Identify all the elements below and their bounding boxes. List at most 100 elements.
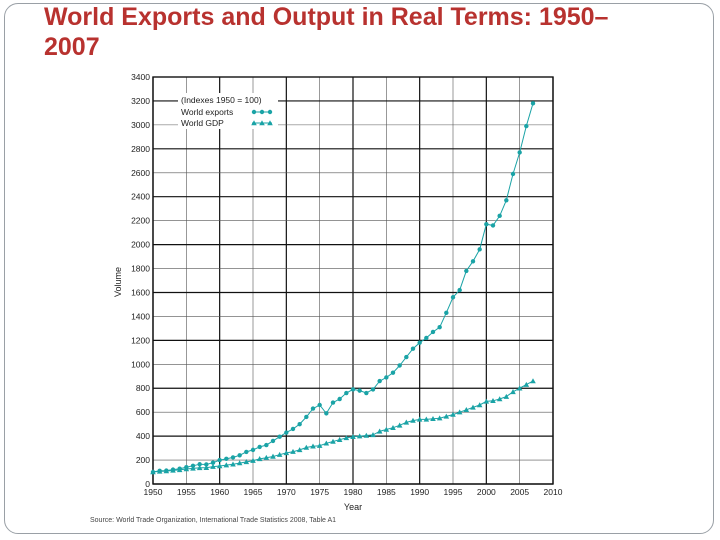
data-point-exports <box>350 387 356 392</box>
data-point-gdp <box>423 416 430 422</box>
data-point-gdp <box>330 438 336 444</box>
chart-grid <box>152 76 554 485</box>
data-point-gdp <box>483 398 490 404</box>
x-tick-label: 1950 <box>144 487 163 497</box>
data-point-exports <box>470 259 476 264</box>
data-point-gdp <box>376 428 383 434</box>
x-axis-label: Year <box>344 502 362 512</box>
data-point-exports <box>284 430 289 435</box>
y-tick-label: 1400 <box>131 311 150 321</box>
data-point-exports <box>484 222 489 227</box>
data-point-gdp <box>250 457 256 463</box>
legend-symbol-gdp <box>251 120 273 126</box>
data-point-exports <box>250 447 256 453</box>
data-point-exports <box>370 387 376 392</box>
data-point-exports <box>510 171 516 177</box>
data-point-exports <box>477 247 482 252</box>
x-tick-label: 1970 <box>277 487 296 497</box>
data-point-exports <box>490 223 496 228</box>
data-point-exports <box>257 444 262 450</box>
x-tick-label: 1995 <box>444 487 463 497</box>
data-point-gdp <box>270 453 276 459</box>
data-point-exports <box>410 346 416 351</box>
data-point-gdp <box>296 447 303 453</box>
data-point-exports <box>237 453 242 458</box>
data-point-exports <box>337 396 342 402</box>
y-tick-label: 1800 <box>131 264 150 274</box>
data-point-gdp <box>476 402 483 408</box>
data-point-exports <box>450 295 456 300</box>
y-tick-label: 2200 <box>131 216 150 226</box>
data-point-gdp <box>176 467 183 473</box>
data-point-gdp <box>416 416 423 422</box>
data-point-exports <box>364 390 369 396</box>
data-point-gdp <box>530 378 536 384</box>
data-point-exports <box>444 310 449 316</box>
y-tick-label: 600 <box>136 407 150 417</box>
legend-marker-gdp <box>251 120 257 126</box>
data-point-gdp <box>396 422 403 428</box>
y-tick-label: 2600 <box>131 168 150 178</box>
legend-label-exports: World exports <box>181 107 233 117</box>
data-point-exports <box>264 442 269 448</box>
data-point-gdp <box>443 413 450 419</box>
data-point-exports <box>217 457 222 463</box>
y-tick-label: 3200 <box>131 96 150 106</box>
legend-marker-gdp <box>259 120 265 126</box>
data-point-gdp <box>350 433 356 439</box>
data-point-exports <box>457 287 462 293</box>
legend-symbol-exports <box>251 109 273 115</box>
data-point-exports <box>384 375 389 380</box>
data-point-gdp <box>363 432 370 438</box>
data-point-gdp <box>310 443 316 449</box>
y-tick-label: 2000 <box>131 240 150 250</box>
y-tick-label: 1600 <box>131 287 150 297</box>
data-point-exports <box>377 378 382 384</box>
data-point-gdp <box>436 415 443 421</box>
data-point-exports <box>404 354 409 360</box>
data-point-gdp <box>343 435 350 441</box>
series-line-gdp <box>152 380 534 473</box>
legend-label-gdp: World GDP <box>181 118 224 128</box>
legend-title: (Indexes 1950 = 100) <box>181 95 262 105</box>
data-point-exports <box>504 198 509 203</box>
x-tick-label: 2010 <box>544 487 563 497</box>
series-world-exports <box>150 101 536 475</box>
data-point-exports <box>517 150 522 155</box>
data-point-gdp <box>390 424 396 430</box>
data-point-gdp <box>370 432 376 438</box>
slide-frame <box>4 3 714 534</box>
data-point-exports <box>310 406 316 411</box>
data-point-exports <box>424 335 429 341</box>
data-point-gdp <box>150 469 156 475</box>
data-point-exports <box>244 449 249 455</box>
data-point-exports <box>390 370 396 375</box>
data-point-exports <box>210 460 216 465</box>
x-tick-label: 1955 <box>177 487 196 497</box>
data-point-exports <box>330 400 336 405</box>
data-point-exports <box>417 340 422 345</box>
data-point-exports <box>397 363 402 368</box>
data-point-gdp <box>323 440 330 446</box>
data-point-gdp <box>283 450 290 456</box>
legend-marker-exports <box>251 109 257 115</box>
x-tick-label: 1960 <box>210 487 229 497</box>
data-point-exports <box>324 411 329 416</box>
data-point-gdp <box>510 389 516 395</box>
data-point-gdp <box>496 396 503 402</box>
y-tick-label: 0 <box>145 479 150 489</box>
y-tick-label: 3000 <box>131 120 150 130</box>
data-point-gdp <box>230 461 236 467</box>
data-point-gdp <box>156 468 163 474</box>
data-point-exports <box>357 388 362 393</box>
y-tick-label: 1200 <box>131 335 150 345</box>
data-point-exports <box>197 462 202 467</box>
data-point-gdp <box>276 451 283 457</box>
data-point-exports <box>524 123 529 129</box>
y-tick-label: 1000 <box>131 359 150 369</box>
data-point-gdp <box>216 463 223 469</box>
legend-marker-exports <box>267 109 273 115</box>
series-world-gdp <box>150 378 536 475</box>
y-tick-label: 400 <box>136 431 150 441</box>
x-tick-label: 1975 <box>310 487 329 497</box>
